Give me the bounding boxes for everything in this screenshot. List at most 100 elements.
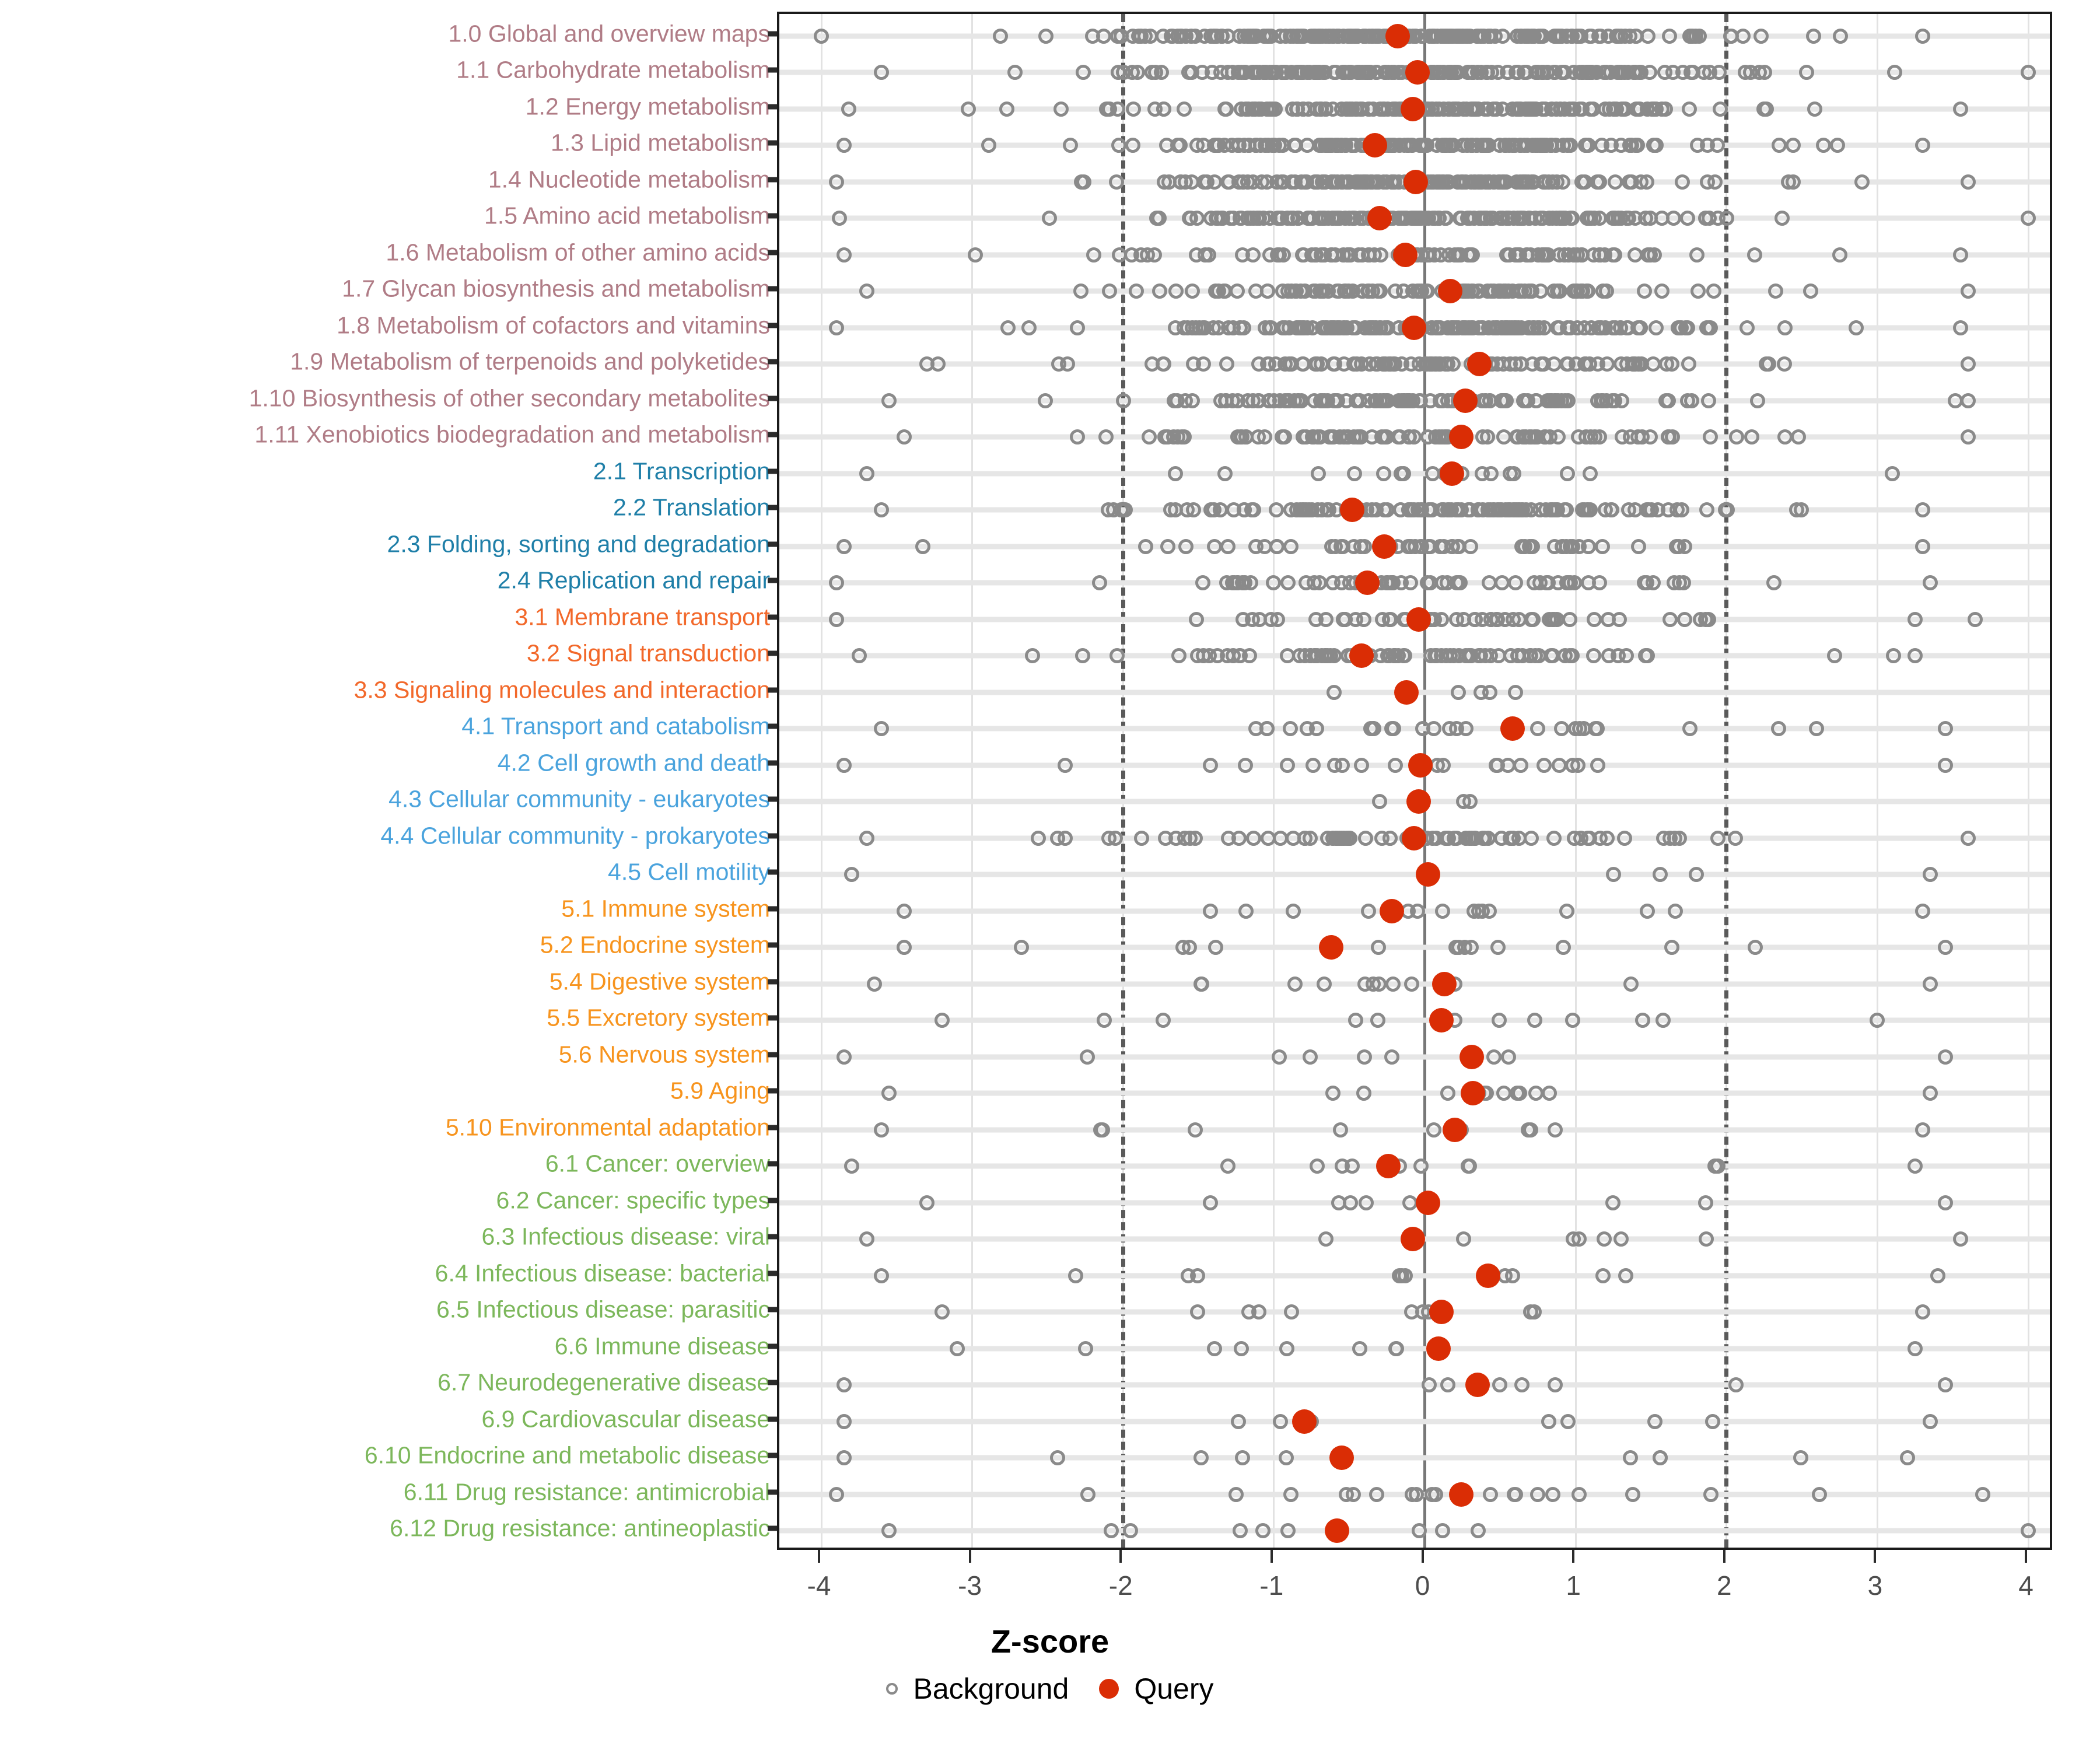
background-point	[1952, 320, 1968, 335]
background-point	[1101, 830, 1117, 846]
background-point	[1133, 830, 1149, 846]
query-point	[1426, 1336, 1451, 1361]
background-point	[1560, 1413, 1576, 1429]
background-point	[1350, 174, 1366, 190]
y-axis-label: 5.5 Excretory system	[547, 1004, 770, 1031]
background-point	[1500, 757, 1516, 773]
row-gridline	[779, 1273, 2050, 1279]
background-point	[1545, 1486, 1561, 1502]
background-point	[1753, 29, 1769, 44]
background-point	[1680, 211, 1696, 226]
background-point	[1639, 174, 1654, 190]
background-point	[1548, 65, 1563, 80]
background-point	[1915, 502, 1930, 518]
background-point	[1960, 174, 1976, 190]
background-point	[1329, 320, 1345, 335]
background-point	[1419, 247, 1435, 262]
background-point	[1346, 1486, 1362, 1502]
background-point	[1069, 429, 1085, 445]
y-axis-label: 1.4 Nucleotide metabolism	[488, 166, 770, 193]
background-point	[1332, 1122, 1348, 1138]
query-point	[1292, 1409, 1317, 1434]
background-point	[1263, 611, 1279, 627]
y-axis-label: 1.10 Biosynthesis of other secondary met…	[249, 384, 770, 412]
vertical-gridline	[820, 14, 822, 1548]
background-point	[1887, 65, 1903, 80]
background-point	[1202, 757, 1218, 773]
background-point	[844, 1158, 859, 1174]
x-tick-mark	[1723, 1550, 1726, 1563]
background-point	[1202, 903, 1218, 919]
y-axis-label: 5.4 Digestive system	[549, 968, 770, 995]
background-point	[1278, 1450, 1294, 1466]
query-point	[1440, 461, 1465, 486]
background-point	[1598, 101, 1614, 117]
background-point	[1674, 502, 1690, 518]
background-point	[1129, 284, 1144, 299]
background-point	[1393, 575, 1409, 591]
background-point	[1096, 1013, 1112, 1028]
background-point	[1394, 466, 1409, 481]
background-point	[881, 1523, 897, 1538]
background-point	[1682, 101, 1698, 117]
background-point	[851, 648, 867, 664]
background-point	[881, 1086, 897, 1101]
background-point	[1189, 211, 1205, 226]
background-point	[1662, 611, 1678, 627]
background-point	[1436, 538, 1452, 554]
background-point	[1674, 174, 1690, 190]
background-point	[1327, 757, 1343, 773]
background-point	[2021, 65, 2036, 80]
background-point	[999, 101, 1014, 117]
query-point	[1371, 534, 1396, 559]
vertical-gridline	[1574, 14, 1577, 1548]
background-point	[1630, 538, 1646, 554]
background-point	[828, 174, 844, 190]
y-tick-mark	[768, 177, 777, 183]
background-point	[1021, 320, 1037, 335]
background-point	[1937, 940, 1953, 956]
background-point	[1075, 65, 1091, 80]
query-point	[1448, 425, 1474, 450]
background-point	[1318, 101, 1334, 117]
background-point	[1406, 429, 1422, 445]
background-point	[1388, 757, 1404, 773]
background-point	[1208, 940, 1224, 956]
background-point	[1434, 174, 1450, 190]
background-point	[1700, 393, 1716, 408]
row-gridline	[779, 653, 2050, 659]
background-point	[1908, 648, 1923, 664]
y-tick-mark	[768, 396, 777, 401]
background-point	[1960, 356, 1976, 372]
y-tick-mark	[768, 213, 777, 219]
background-point	[1444, 320, 1460, 335]
background-point	[1501, 138, 1517, 153]
background-point	[1234, 247, 1250, 262]
background-point	[1108, 174, 1124, 190]
background-point	[1175, 940, 1191, 956]
background-point	[1640, 903, 1656, 919]
background-point	[1157, 429, 1172, 445]
background-point	[1284, 356, 1300, 372]
background-point	[1563, 138, 1578, 153]
background-point	[1147, 101, 1163, 117]
background-point	[1698, 1231, 1714, 1247]
background-point	[1511, 247, 1527, 262]
background-point	[1158, 830, 1174, 846]
background-point	[1514, 1377, 1530, 1393]
background-point	[1428, 1486, 1444, 1502]
background-point	[1068, 1268, 1083, 1283]
background-point	[1554, 721, 1570, 737]
y-axis-label: 4.3 Cellular community - eukaryotes	[388, 785, 770, 813]
background-point	[1759, 356, 1774, 372]
y-axis-label: 5.9 Aging	[670, 1077, 770, 1104]
background-point	[836, 1377, 852, 1393]
background-point	[1777, 356, 1793, 372]
background-point	[1718, 502, 1734, 518]
query-point	[1340, 498, 1365, 523]
y-axis-label: 5.1 Immune system	[561, 895, 770, 922]
background-point	[1298, 429, 1314, 445]
background-point	[1622, 174, 1637, 190]
background-point	[1922, 1086, 1938, 1101]
background-point	[1766, 575, 1782, 591]
